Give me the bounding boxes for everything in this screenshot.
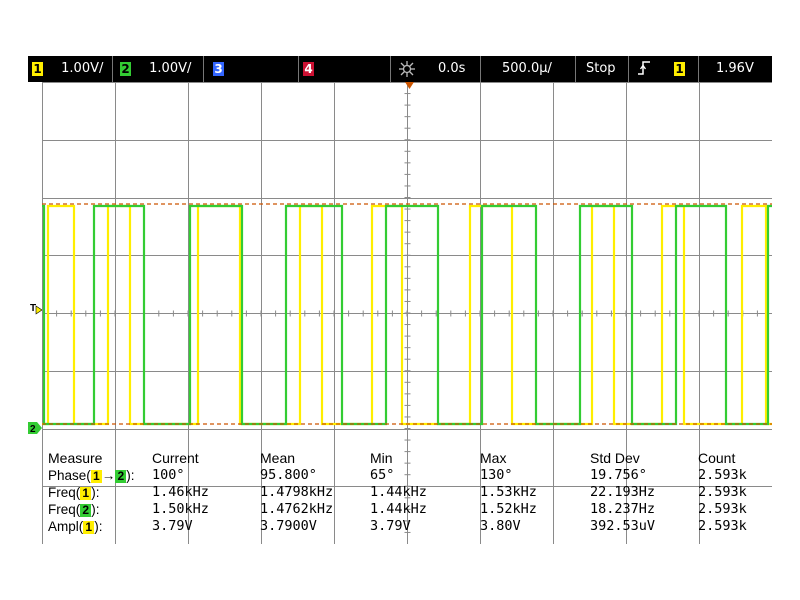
ch4-control[interactable]: 4 — [303, 60, 314, 78]
trigger-level-marker[interactable]: T — [30, 300, 43, 316]
value-count: 2.593k — [698, 518, 747, 534]
ch4-badge: 4 — [303, 62, 314, 76]
ch1-scale[interactable]: 1 1.00V/ — [32, 60, 103, 78]
value-current: 3.79V — [152, 518, 193, 534]
measurement-row-ampl1[interactable]: Ampl(1): 3.79V 3.7900V 3.79V 3.80V 392.5… — [42, 518, 772, 535]
value-current: 100° — [152, 467, 185, 483]
waveform-area[interactable] — [42, 82, 772, 544]
row-label: Freq(1): — [48, 485, 100, 500]
header-max: Max — [480, 450, 507, 466]
value-mean: 3.7900V — [260, 518, 317, 534]
value-count: 2.593k — [698, 484, 747, 500]
trigger-delay[interactable]: 0.0s — [438, 61, 466, 76]
ch1-badge: 1 — [32, 62, 43, 76]
trigger-source-badge: 1 — [674, 62, 685, 76]
measurements-header: Measure Current Mean Min Max Std Dev Cou… — [42, 450, 772, 467]
value-stddev: 18.237Hz — [590, 501, 656, 517]
trigger-level[interactable]: 1.96V — [716, 61, 754, 76]
ch2-badge: 2 — [120, 62, 131, 76]
ch1-inline-badge: 1 — [80, 487, 92, 500]
svg-text:2: 2 — [30, 424, 36, 435]
header-measure: Measure — [48, 450, 103, 466]
header-stddev: Std Dev — [590, 450, 640, 466]
ch2-inline-badge: 2 — [115, 470, 127, 483]
ch2-ground-marker[interactable]: 2 — [28, 420, 42, 435]
measurement-row-freq2[interactable]: Freq(2): 1.50kHz 1.4762kHz 1.44kHz 1.52k… — [42, 501, 772, 518]
row-label: Phase(1 → 2): — [48, 468, 135, 483]
ch3-control[interactable]: 3 — [213, 60, 224, 78]
svg-text:T: T — [30, 303, 36, 314]
divider — [298, 56, 299, 82]
measurement-row-freq1[interactable]: Freq(1): 1.46kHz 1.4798kHz 1.44kHz 1.53k… — [42, 484, 772, 501]
value-stddev: 392.53uV — [590, 518, 656, 534]
ch1-inline-badge: 1 — [90, 470, 102, 483]
oscilloscope-display: 1 1.00V/ 2 1.00V/ 3 4 — [28, 56, 772, 544]
value-stddev: 19.756° — [590, 467, 647, 483]
ch2-waveform — [42, 204, 772, 426]
trigger-source[interactable]: 1 — [674, 60, 685, 78]
timebase-scale[interactable]: 500.0µ/ — [502, 61, 552, 76]
value-current: 1.46kHz — [152, 484, 209, 500]
trigger-position-icon — [396, 57, 418, 87]
value-min: 65° — [370, 467, 395, 483]
divider — [203, 56, 204, 82]
measurements-panel: Measure Current Mean Min Max Std Dev Cou… — [42, 450, 772, 534]
header-count: Count — [698, 450, 736, 466]
value-min: 1.44kHz — [370, 484, 427, 500]
header-min: Min — [370, 450, 393, 466]
row-label: Freq(2): — [48, 502, 100, 517]
ch1-scale-value: 1.00V/ — [61, 61, 104, 76]
value-min: 1.44kHz — [370, 501, 427, 517]
status-bar: 1 1.00V/ 2 1.00V/ 3 4 — [28, 56, 772, 82]
ch2-scale[interactable]: 2 1.00V/ — [120, 60, 191, 78]
divider — [575, 56, 576, 82]
ch2-inline-badge: 2 — [80, 504, 92, 517]
value-max: 1.52kHz — [480, 501, 537, 517]
value-min: 3.79V — [370, 518, 411, 534]
divider — [698, 56, 699, 82]
value-max: 1.53kHz — [480, 484, 537, 500]
divider — [112, 56, 113, 82]
waveform-canvas — [42, 82, 772, 544]
row-label: Ampl(1): — [48, 519, 103, 534]
divider — [390, 56, 391, 82]
rising-edge-icon — [637, 59, 651, 83]
divider — [628, 56, 629, 82]
value-mean: 1.4762kHz — [260, 501, 334, 517]
measurement-row-phase[interactable]: Phase(1 → 2): 100° 95.800° 65° 130° 19.756… — [42, 467, 772, 484]
ch3-badge: 3 — [213, 62, 224, 76]
run-state[interactable]: Stop — [586, 61, 616, 76]
value-max: 130° — [480, 467, 513, 483]
value-current: 1.50kHz — [152, 501, 209, 517]
ch1-inline-badge: 1 — [83, 521, 95, 534]
ch2-scale-value: 1.00V/ — [149, 61, 192, 76]
value-count: 2.593k — [698, 501, 747, 517]
trigger-position-marker — [405, 82, 414, 89]
header-mean: Mean — [260, 450, 296, 466]
value-count: 2.593k — [698, 467, 747, 483]
value-mean: 1.4798kHz — [260, 484, 334, 500]
value-mean: 95.800° — [260, 467, 317, 483]
value-stddev: 22.193Hz — [590, 484, 656, 500]
divider — [480, 56, 481, 82]
value-max: 3.80V — [480, 518, 521, 534]
header-current: Current — [152, 450, 199, 466]
